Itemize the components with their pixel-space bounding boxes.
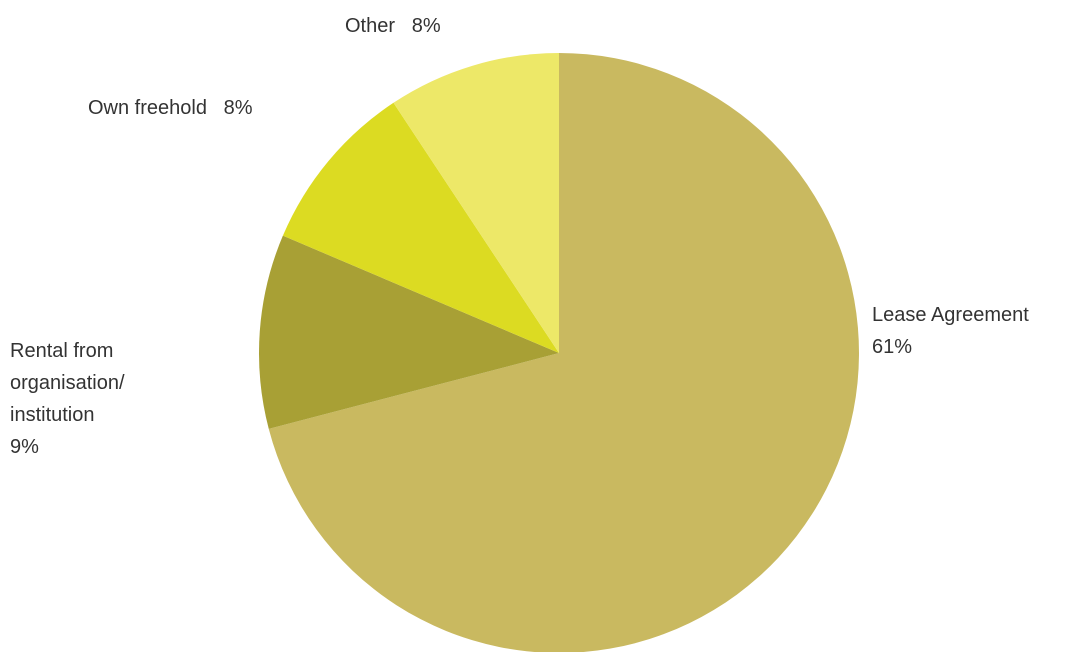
- pie-slice-lease-agreement: [268, 53, 859, 652]
- pie-slices: [258, 53, 859, 652]
- slice-label-lease-agreement: Lease Agreement 61%: [872, 304, 1029, 358]
- slice-label-other: Other 8%: [345, 15, 441, 37]
- slice-label-rental: Rental from organisation/institution 9%: [10, 340, 125, 458]
- pie-slice-other: [393, 53, 559, 353]
- pie-slice-own-freehold: [282, 102, 559, 353]
- pie-slice-rental-from-organisation-institution: [258, 235, 559, 429]
- slice-label-own-freehold: Own freehold 8%: [88, 97, 253, 119]
